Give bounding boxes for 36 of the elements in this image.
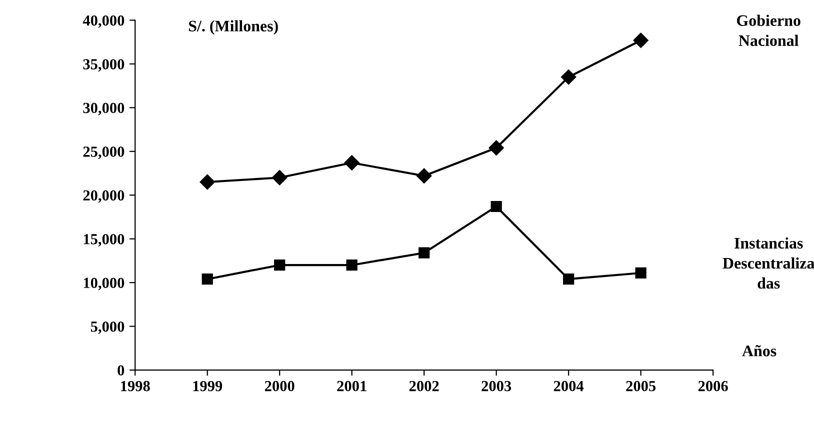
x-axis-title: Años <box>742 345 776 356</box>
x-tick-label: 2000 <box>264 380 294 392</box>
y-tick-label: 5,000 <box>90 321 124 334</box>
point <box>272 170 288 186</box>
x-tick-label: 1999 <box>193 380 222 392</box>
y-tick-label: 10,000 <box>84 278 124 290</box>
y-axis-title: S/. (Millones) <box>188 20 278 35</box>
x-tick-label: 2004 <box>554 380 584 392</box>
y-tick-label: 25,000 <box>83 146 124 160</box>
x-tick-label: 2006 <box>698 380 728 392</box>
point <box>344 155 360 170</box>
x-tick-label: 2003 <box>482 380 512 392</box>
point <box>416 168 432 184</box>
text: Instancias Descentraliza das <box>722 237 814 289</box>
y-tick-label: 30,000 <box>83 102 124 116</box>
x-tick-label: 2005 <box>626 380 656 392</box>
point <box>200 174 215 190</box>
point <box>563 274 574 285</box>
point <box>635 267 646 279</box>
x-tick-label: 2001 <box>337 380 366 392</box>
point <box>202 274 213 285</box>
y-tick-label: 40,000 <box>82 15 124 28</box>
x-tick-label: 1998 <box>121 380 150 392</box>
y-tick-label: 15,000 <box>84 234 124 247</box>
point <box>633 32 648 48</box>
y-tick-label: 35,000 <box>83 59 124 72</box>
point <box>490 200 502 212</box>
point <box>346 260 358 271</box>
point <box>274 260 286 271</box>
point <box>488 140 504 156</box>
point <box>561 69 576 85</box>
y-tick-label: 0 <box>118 365 124 376</box>
y-tick-label: 20,000 <box>83 190 124 203</box>
x-tick-label: 2002 <box>409 380 439 392</box>
text: Gobierno Nacional <box>736 14 800 46</box>
point <box>418 247 430 258</box>
